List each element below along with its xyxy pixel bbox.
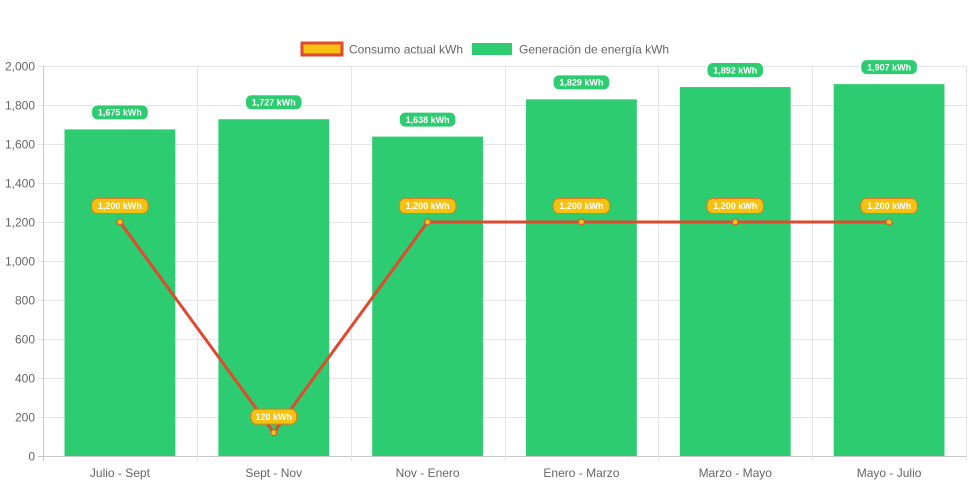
line-path xyxy=(118,220,890,435)
line-data-label-bg xyxy=(91,198,149,214)
line-data-label: 120 kWh xyxy=(255,412,292,422)
line-series xyxy=(116,218,893,437)
bar-series xyxy=(64,84,945,457)
legend-label-consumo: Consumo actual kWh xyxy=(349,43,463,57)
y-tick-label: 2,000 xyxy=(5,60,35,74)
bar xyxy=(64,129,176,456)
bar-data-label-bg xyxy=(706,62,765,79)
y-tick-label: 1,600 xyxy=(5,138,35,152)
line-data-label: 1,200 kWh xyxy=(713,201,757,211)
line-point xyxy=(116,218,124,226)
bar-data-label: 1,829 kWh xyxy=(559,78,603,88)
line-data-label: 1,200 kWh xyxy=(867,201,911,211)
bar-data-label: 1,892 kWh xyxy=(713,65,757,75)
grid xyxy=(38,66,967,461)
bar-data-label: 1,638 kWh xyxy=(406,115,450,125)
line-point xyxy=(731,218,739,226)
line-point xyxy=(424,218,432,226)
y-tick-label: 1,400 xyxy=(5,177,35,191)
bar xyxy=(218,119,330,457)
legend: Consumo actual kWh Generación de energía… xyxy=(300,41,669,57)
bar xyxy=(679,87,791,456)
y-tick-label: 400 xyxy=(15,372,35,386)
y-tick-label: 1,000 xyxy=(5,255,35,269)
y-tick-label: 600 xyxy=(15,333,35,347)
bar-data-label-bg xyxy=(398,111,457,128)
bar xyxy=(833,84,945,456)
bar-data-label: 1,675 kWh xyxy=(98,108,142,118)
data-labels: 1,675 kWh 1,727 kWh 1,638 kWh 1,829 kWh 1,89… xyxy=(91,59,918,425)
bar-data-label-bg xyxy=(244,94,303,111)
y-tick-label: 0 xyxy=(28,450,35,464)
y-tick-label: 1,200 xyxy=(5,216,35,230)
legend-item-consumo[interactable]: Consumo actual kWh xyxy=(300,41,463,57)
x-tick-label: Julio - Sept xyxy=(90,466,151,480)
line-point xyxy=(577,218,585,226)
line-point xyxy=(885,218,893,226)
legend-label-generacion: Generación de energía kWh xyxy=(519,43,669,57)
x-tick-label: Sept - Nov xyxy=(245,466,302,480)
line-data-label-bg xyxy=(706,198,765,214)
legend-item-generacion[interactable]: Generación de energía kWh xyxy=(472,43,669,57)
line-data-label-bg xyxy=(552,198,611,214)
legend-swatch-generacion xyxy=(472,43,512,55)
bar-data-label: 1,727 kWh xyxy=(252,97,296,107)
x-tick-label: Nov - Enero xyxy=(396,466,460,480)
x-tick-label: Enero - Marzo xyxy=(543,466,619,480)
line-data-label-bg xyxy=(860,198,918,214)
line-point xyxy=(270,429,278,437)
bar xyxy=(526,99,637,456)
y-axis: 0 200 400 600 800 1,000 1,200 1,400 1,600 1,800 2,… xyxy=(5,60,35,464)
bar-data-label-bg xyxy=(91,104,149,121)
y-tick-label: 1,800 xyxy=(5,99,35,113)
y-tick-label: 200 xyxy=(15,411,35,425)
line-data-label: 1,200 kWh xyxy=(98,201,142,211)
line-data-label-bg xyxy=(398,198,457,214)
x-tick-label: Mayo - Julio xyxy=(857,466,922,480)
bar-data-label-bg xyxy=(552,74,611,91)
y-tick-label: 800 xyxy=(15,294,35,308)
legend-swatch-consumo xyxy=(300,41,344,57)
x-axis: Julio - Sept Sept - Nov Nov - Enero Enero -… xyxy=(90,466,922,480)
x-tick-label: Marzo - Mayo xyxy=(699,466,773,480)
bar xyxy=(372,136,483,456)
bar-data-label: 1,907 kWh xyxy=(867,62,911,72)
line-data-label-bg xyxy=(250,408,298,425)
bar-data-label-bg xyxy=(860,59,918,76)
line-data-label: 1,200 kWh xyxy=(406,201,450,211)
line-data-label: 1,200 kWh xyxy=(559,201,603,211)
